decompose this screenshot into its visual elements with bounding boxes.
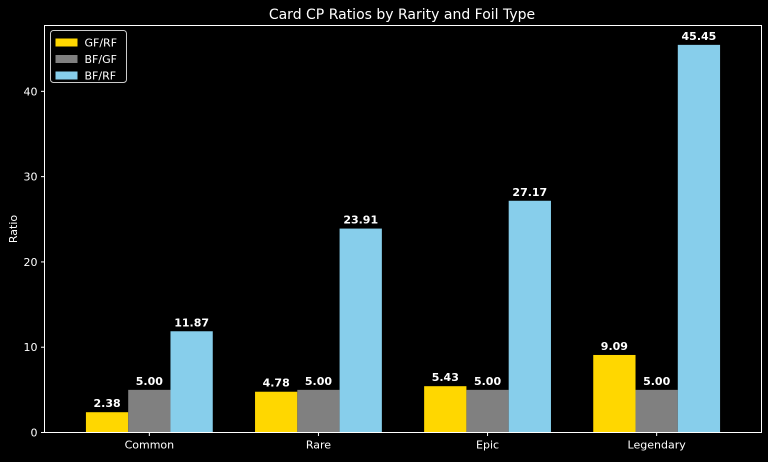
data-label: 9.09 bbox=[601, 340, 628, 353]
legend-label: GF/RF bbox=[85, 37, 118, 50]
y-axis-label: Ratio bbox=[7, 215, 20, 244]
chart-title: Card CP Ratios by Rarity and Foil Type bbox=[269, 7, 535, 23]
bar-bf-rf-rare bbox=[339, 228, 382, 433]
legend-label: BF/GF bbox=[85, 53, 117, 66]
legend-swatch bbox=[55, 71, 78, 80]
bar-gf-rf-rare bbox=[255, 391, 298, 433]
y-tick-label: 20 bbox=[24, 256, 38, 269]
bar-bf-rf-epic bbox=[508, 200, 551, 433]
bar-bf-gf-legendary bbox=[635, 389, 678, 433]
legend-label: BF/RF bbox=[85, 70, 117, 83]
plot-frame bbox=[44, 25, 762, 433]
bar-bf-gf-rare bbox=[297, 389, 340, 433]
y-tick-label: 0 bbox=[31, 427, 38, 440]
bar-gf-rf-epic bbox=[424, 386, 467, 433]
data-label: 5.00 bbox=[474, 375, 501, 388]
bar-gf-rf-legendary bbox=[593, 354, 636, 433]
y-tick-label: 10 bbox=[24, 341, 38, 354]
data-label: 5.43 bbox=[432, 371, 459, 384]
axes: 0 10 20 30 40 Common Rare Epic Legendary bbox=[24, 25, 762, 452]
bar-bf-rf-legendary bbox=[677, 44, 721, 433]
legend: GF/RF BF/GF BF/RF bbox=[50, 30, 127, 83]
bar-gf-rf-common bbox=[85, 412, 129, 433]
bar-bf-gf-epic bbox=[466, 389, 509, 433]
x-tick-label: Legendary bbox=[628, 439, 687, 452]
y-tick-label: 40 bbox=[24, 85, 38, 98]
legend-swatch bbox=[55, 55, 78, 63]
data-label: 5.00 bbox=[305, 375, 332, 388]
data-label: 5.00 bbox=[136, 375, 163, 388]
y-tick-label: 30 bbox=[24, 171, 38, 184]
data-label: 2.38 bbox=[93, 397, 120, 410]
x-tick-label: Rare bbox=[306, 439, 331, 452]
bar-bf-gf-common bbox=[128, 389, 171, 433]
legend-swatch bbox=[55, 38, 78, 47]
bar-bf-rf-common bbox=[170, 331, 213, 433]
data-label: 23.91 bbox=[343, 214, 378, 227]
data-label: 45.45 bbox=[682, 30, 717, 43]
data-label: 4.78 bbox=[263, 377, 290, 390]
x-tick-label: Epic bbox=[476, 439, 499, 452]
plot-area: 2.38 4.78 5.43 9.09 5.00 5.00 5.00 5.00 11.87 23.… bbox=[85, 30, 721, 433]
data-label: 11.87 bbox=[174, 316, 209, 329]
data-label: 5.00 bbox=[643, 375, 670, 388]
data-label: 27.17 bbox=[512, 186, 547, 199]
x-tick-label: Common bbox=[125, 439, 175, 452]
